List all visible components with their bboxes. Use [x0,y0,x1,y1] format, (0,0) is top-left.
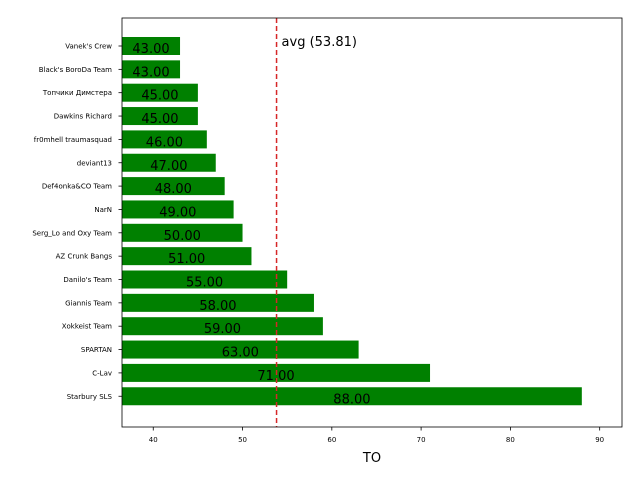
x-tick-label: 70 [417,436,426,444]
category-label: AZ Crunk Bangs [56,253,113,261]
bar [122,83,198,102]
bar [122,107,198,126]
bars-group [122,37,582,406]
plot-frame [121,17,623,428]
bar [122,387,582,406]
data-label: 55.00 [186,276,223,291]
data-label: 47.00 [150,159,187,174]
bar [122,293,314,312]
bar [122,177,225,196]
data-label: 45.00 [141,89,178,104]
category-label: Giannis Team [65,299,112,307]
bar [122,37,181,55]
category-label: Serg_Lo and Oxy Team [32,229,112,237]
bar [122,200,234,219]
category-label: deviant13 [77,159,112,167]
x-tick-label: 80 [506,436,515,444]
category-label: SPARTAN [81,346,112,354]
x-tick-label: 50 [238,436,247,444]
x-ticks-group: 40 50 60 70 80 90 [149,427,604,444]
category-label: Xokkeist Team [62,323,112,331]
bar [122,340,359,359]
bar [122,60,181,79]
data-label: 88.00 [333,392,370,407]
bar [122,270,288,289]
category-label: Starbury SLS [67,393,113,401]
category-label: Danilo's Team [63,276,112,284]
data-label: 63.00 [222,346,259,361]
bar [122,223,243,242]
category-label: Dawkins Richard [54,113,112,121]
category-label: fr0mhell traumasquad [34,136,112,144]
data-label: 48.00 [155,182,192,197]
category-label: Vanek's Crew [65,43,112,51]
category-label: Топчики Димстера [42,89,112,97]
x-axis-label: TO [362,451,381,466]
data-label: 43.00 [132,42,169,57]
data-label: 43.00 [132,65,169,80]
x-tick-label: 60 [327,436,336,444]
x-tick-label: 40 [149,436,158,444]
category-labels-group: Vanek's Crew Black's BoroDa Team Топчики Д… [32,43,122,401]
category-label: NarN [94,206,112,214]
category-label: Black's BoroDa Team [39,66,112,74]
category-label: C-Lav [92,369,112,377]
x-tick-label: 90 [595,436,604,444]
bar [122,130,207,149]
bar [122,247,252,266]
category-label: Def4onka&CO Team [42,183,112,191]
data-label: 45.00 [141,112,178,127]
data-label: 46.00 [146,135,183,150]
bar [122,317,323,336]
data-label: 71.00 [257,369,294,384]
data-label: 59.00 [204,322,241,337]
data-labels-group: 43.00 43.00 45.00 45.00 46.00 47.00 48.00 49.00… [132,42,370,407]
average-label: avg (53.81) [282,35,357,50]
data-label: 58.00 [199,299,236,314]
data-label: 50.00 [164,229,201,244]
data-label: 51.00 [168,252,205,267]
bar [122,153,216,172]
data-label: 49.00 [159,205,196,220]
